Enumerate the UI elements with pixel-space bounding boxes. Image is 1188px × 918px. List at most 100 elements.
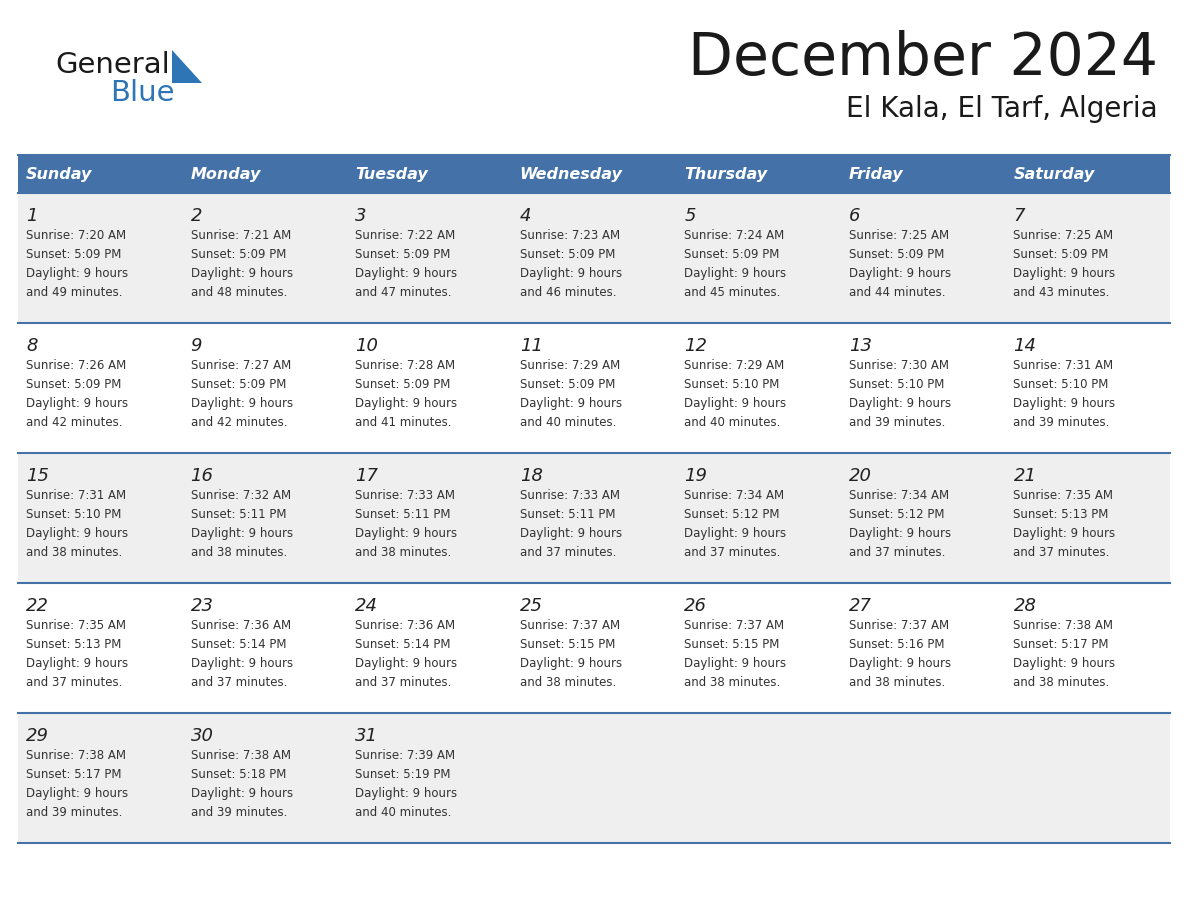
Text: Sunset: 5:13 PM: Sunset: 5:13 PM bbox=[26, 638, 121, 651]
Text: 31: 31 bbox=[355, 727, 378, 745]
Text: Sunrise: 7:33 AM: Sunrise: 7:33 AM bbox=[355, 489, 455, 502]
Text: Sunrise: 7:25 AM: Sunrise: 7:25 AM bbox=[849, 229, 949, 242]
Text: Daylight: 9 hours: Daylight: 9 hours bbox=[355, 267, 457, 280]
Text: Sunset: 5:17 PM: Sunset: 5:17 PM bbox=[26, 768, 121, 781]
Text: Sunset: 5:15 PM: Sunset: 5:15 PM bbox=[519, 638, 615, 651]
Text: and 38 minutes.: and 38 minutes. bbox=[519, 676, 615, 689]
Text: Sunrise: 7:28 AM: Sunrise: 7:28 AM bbox=[355, 359, 455, 372]
Text: and 43 minutes.: and 43 minutes. bbox=[1013, 286, 1110, 299]
Text: Sunrise: 7:36 AM: Sunrise: 7:36 AM bbox=[190, 619, 291, 632]
Text: Sunset: 5:09 PM: Sunset: 5:09 PM bbox=[26, 248, 121, 261]
Text: 8: 8 bbox=[26, 337, 38, 355]
Text: Daylight: 9 hours: Daylight: 9 hours bbox=[684, 267, 786, 280]
Text: Sunset: 5:09 PM: Sunset: 5:09 PM bbox=[355, 248, 450, 261]
Text: and 38 minutes.: and 38 minutes. bbox=[684, 676, 781, 689]
Text: Daylight: 9 hours: Daylight: 9 hours bbox=[355, 527, 457, 540]
Text: Daylight: 9 hours: Daylight: 9 hours bbox=[519, 657, 621, 670]
Bar bbox=[18, 453, 1170, 583]
Text: Daylight: 9 hours: Daylight: 9 hours bbox=[355, 397, 457, 410]
Text: 7: 7 bbox=[1013, 207, 1025, 225]
Text: Sunset: 5:11 PM: Sunset: 5:11 PM bbox=[519, 508, 615, 521]
Text: Sunrise: 7:22 AM: Sunrise: 7:22 AM bbox=[355, 229, 455, 242]
Text: and 46 minutes.: and 46 minutes. bbox=[519, 286, 617, 299]
Text: Tuesday: Tuesday bbox=[355, 166, 428, 182]
Text: 20: 20 bbox=[849, 467, 872, 485]
Text: Sunrise: 7:31 AM: Sunrise: 7:31 AM bbox=[26, 489, 126, 502]
Text: and 38 minutes.: and 38 minutes. bbox=[355, 546, 451, 559]
Text: Daylight: 9 hours: Daylight: 9 hours bbox=[26, 787, 128, 800]
Text: General: General bbox=[55, 51, 170, 79]
Text: 17: 17 bbox=[355, 467, 378, 485]
Text: Sunrise: 7:33 AM: Sunrise: 7:33 AM bbox=[519, 489, 620, 502]
Text: and 39 minutes.: and 39 minutes. bbox=[26, 806, 122, 819]
Text: Sunset: 5:13 PM: Sunset: 5:13 PM bbox=[1013, 508, 1108, 521]
Text: Daylight: 9 hours: Daylight: 9 hours bbox=[355, 787, 457, 800]
Text: Daylight: 9 hours: Daylight: 9 hours bbox=[684, 527, 786, 540]
Text: 22: 22 bbox=[26, 597, 49, 615]
Bar bbox=[18, 193, 1170, 323]
Text: and 39 minutes.: and 39 minutes. bbox=[190, 806, 287, 819]
Text: Sunrise: 7:23 AM: Sunrise: 7:23 AM bbox=[519, 229, 620, 242]
Text: Sunset: 5:09 PM: Sunset: 5:09 PM bbox=[519, 248, 615, 261]
Text: Friday: Friday bbox=[849, 166, 904, 182]
Text: Daylight: 9 hours: Daylight: 9 hours bbox=[1013, 527, 1116, 540]
Text: Daylight: 9 hours: Daylight: 9 hours bbox=[190, 397, 292, 410]
Text: and 40 minutes.: and 40 minutes. bbox=[355, 806, 451, 819]
Text: Sunrise: 7:37 AM: Sunrise: 7:37 AM bbox=[849, 619, 949, 632]
Text: and 47 minutes.: and 47 minutes. bbox=[355, 286, 451, 299]
Text: Sunrise: 7:29 AM: Sunrise: 7:29 AM bbox=[684, 359, 784, 372]
Text: Sunset: 5:12 PM: Sunset: 5:12 PM bbox=[684, 508, 779, 521]
Text: Sunset: 5:10 PM: Sunset: 5:10 PM bbox=[26, 508, 121, 521]
Text: Sunrise: 7:30 AM: Sunrise: 7:30 AM bbox=[849, 359, 949, 372]
Text: 1: 1 bbox=[26, 207, 38, 225]
Text: Sunset: 5:09 PM: Sunset: 5:09 PM bbox=[190, 248, 286, 261]
Text: Sunrise: 7:38 AM: Sunrise: 7:38 AM bbox=[1013, 619, 1113, 632]
Text: Sunset: 5:19 PM: Sunset: 5:19 PM bbox=[355, 768, 450, 781]
Text: and 44 minutes.: and 44 minutes. bbox=[849, 286, 946, 299]
Text: Sunset: 5:14 PM: Sunset: 5:14 PM bbox=[355, 638, 450, 651]
Text: Sunrise: 7:35 AM: Sunrise: 7:35 AM bbox=[1013, 489, 1113, 502]
Text: December 2024: December 2024 bbox=[688, 30, 1158, 87]
Text: 6: 6 bbox=[849, 207, 860, 225]
Text: Daylight: 9 hours: Daylight: 9 hours bbox=[519, 527, 621, 540]
Text: 2: 2 bbox=[190, 207, 202, 225]
Text: 10: 10 bbox=[355, 337, 378, 355]
Text: and 38 minutes.: and 38 minutes. bbox=[26, 546, 122, 559]
Text: and 37 minutes.: and 37 minutes. bbox=[849, 546, 946, 559]
Text: and 45 minutes.: and 45 minutes. bbox=[684, 286, 781, 299]
Polygon shape bbox=[172, 50, 202, 83]
Text: Monday: Monday bbox=[190, 166, 261, 182]
Text: Daylight: 9 hours: Daylight: 9 hours bbox=[190, 267, 292, 280]
Text: Daylight: 9 hours: Daylight: 9 hours bbox=[849, 657, 950, 670]
Text: 3: 3 bbox=[355, 207, 367, 225]
Text: Thursday: Thursday bbox=[684, 166, 767, 182]
Text: and 37 minutes.: and 37 minutes. bbox=[684, 546, 781, 559]
Text: and 38 minutes.: and 38 minutes. bbox=[849, 676, 946, 689]
Text: and 38 minutes.: and 38 minutes. bbox=[190, 546, 286, 559]
Text: Daylight: 9 hours: Daylight: 9 hours bbox=[849, 267, 950, 280]
Text: 14: 14 bbox=[1013, 337, 1036, 355]
Text: and 37 minutes.: and 37 minutes. bbox=[1013, 546, 1110, 559]
Text: 13: 13 bbox=[849, 337, 872, 355]
Text: and 37 minutes.: and 37 minutes. bbox=[519, 546, 617, 559]
Text: Sunset: 5:16 PM: Sunset: 5:16 PM bbox=[849, 638, 944, 651]
Text: and 41 minutes.: and 41 minutes. bbox=[355, 416, 451, 429]
Text: and 42 minutes.: and 42 minutes. bbox=[190, 416, 287, 429]
Text: 29: 29 bbox=[26, 727, 49, 745]
Text: Sunset: 5:14 PM: Sunset: 5:14 PM bbox=[190, 638, 286, 651]
Text: Daylight: 9 hours: Daylight: 9 hours bbox=[519, 397, 621, 410]
Text: Daylight: 9 hours: Daylight: 9 hours bbox=[26, 267, 128, 280]
Text: 16: 16 bbox=[190, 467, 214, 485]
Text: Sunset: 5:15 PM: Sunset: 5:15 PM bbox=[684, 638, 779, 651]
Text: 5: 5 bbox=[684, 207, 696, 225]
Text: 25: 25 bbox=[519, 597, 543, 615]
Text: and 38 minutes.: and 38 minutes. bbox=[1013, 676, 1110, 689]
Text: Sunset: 5:09 PM: Sunset: 5:09 PM bbox=[355, 378, 450, 391]
Text: 21: 21 bbox=[1013, 467, 1036, 485]
Text: Sunrise: 7:26 AM: Sunrise: 7:26 AM bbox=[26, 359, 126, 372]
Text: and 37 minutes.: and 37 minutes. bbox=[355, 676, 451, 689]
Text: Sunrise: 7:38 AM: Sunrise: 7:38 AM bbox=[190, 749, 291, 762]
Text: Daylight: 9 hours: Daylight: 9 hours bbox=[26, 657, 128, 670]
Text: Sunrise: 7:39 AM: Sunrise: 7:39 AM bbox=[355, 749, 455, 762]
Text: Sunrise: 7:20 AM: Sunrise: 7:20 AM bbox=[26, 229, 126, 242]
